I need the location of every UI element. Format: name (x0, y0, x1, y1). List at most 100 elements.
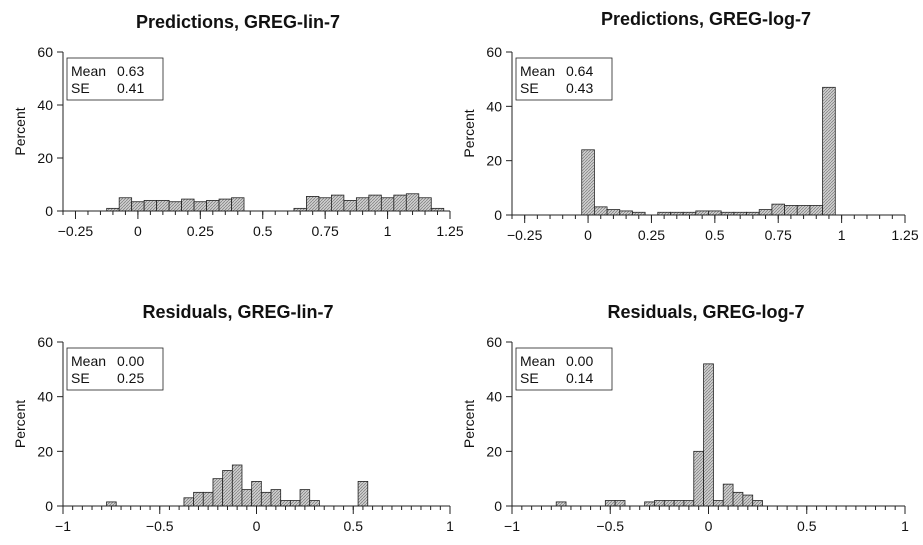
stats-box (66, 347, 164, 391)
chart-title: Predictions, GREG-log-7 (601, 9, 811, 29)
mean-label: Mean (71, 353, 106, 369)
histogram-bar (131, 201, 145, 212)
se-label: SE (71, 370, 90, 386)
histogram-bar (796, 205, 811, 216)
histogram-bar (555, 501, 567, 507)
histogram-bar (604, 500, 616, 507)
histogram-bar (418, 197, 432, 212)
histogram-bar (357, 480, 369, 507)
histogram-bar (181, 198, 195, 212)
histogram-bar (218, 198, 232, 212)
y-axis-label: Percent (12, 400, 28, 448)
histogram-bar (156, 199, 170, 212)
histogram-bar (309, 500, 320, 507)
mean-value: 0.64 (566, 63, 593, 79)
x-tick-label: 0.5 (344, 518, 364, 534)
histogram-bar (143, 199, 158, 212)
histogram-bar (693, 450, 704, 507)
histogram-bar (202, 491, 214, 507)
mean-value: 0.63 (117, 63, 144, 79)
x-tick-label: 0.5 (705, 227, 725, 243)
x-tick-label: 1.25 (436, 223, 463, 239)
histogram-bar (355, 197, 370, 212)
histogram-bar (299, 489, 311, 507)
histogram-bar (118, 197, 133, 212)
histogram-bar (663, 500, 675, 507)
x-tick-label: 1 (838, 227, 846, 243)
histogram-bar (251, 480, 262, 507)
x-tick-label: −1 (504, 518, 520, 534)
mean-value: 0.00 (117, 353, 144, 369)
x-tick-label: 0 (134, 223, 142, 239)
y-axis-label: Percent (461, 109, 477, 157)
y-tick-label: 60 (486, 334, 502, 350)
histogram-panel-1: Predictions, GREG-lin-7 Percent 0 20 40 60 −0.… (12, 12, 464, 239)
histogram-bar (758, 209, 773, 216)
histogram-bar (606, 209, 621, 216)
histogram-panel-3: Residuals, GREG-lin-7 Percent 0 20 40 60 −1 −0.… (12, 302, 454, 534)
histogram-bar (809, 205, 823, 216)
y-tick-label: 0 (45, 203, 53, 219)
y-tick-label: 60 (486, 44, 502, 60)
x-tick-label: 1 (384, 223, 392, 239)
y-tick-label: 0 (45, 498, 53, 514)
histogram-bar (619, 210, 633, 216)
histogram-bar (241, 489, 253, 507)
y-tick-label: 20 (486, 153, 502, 169)
histogram-bar (343, 199, 357, 212)
se-label: SE (520, 80, 539, 96)
mean-value: 0.00 (566, 353, 593, 369)
histogram-bar (231, 197, 245, 212)
x-tick-label: 0.75 (312, 223, 339, 239)
histogram-bar (212, 478, 224, 507)
histogram-bar (752, 500, 763, 507)
x-tick-label: 0.75 (765, 227, 792, 243)
x-tick-label: 1 (901, 518, 909, 534)
y-axis-label: Percent (12, 107, 28, 155)
chart-title: Residuals, GREG-lin-7 (142, 302, 333, 322)
se-value: 0.25 (117, 370, 144, 386)
y-tick-label: 60 (37, 44, 53, 60)
se-value: 0.43 (566, 80, 593, 96)
histogram-bar (703, 363, 714, 507)
histogram-bar (289, 500, 301, 507)
histogram-bar (822, 86, 836, 216)
histogram-bar (106, 501, 117, 507)
y-tick-label: 40 (37, 97, 53, 113)
x-tick-label: −0.25 (507, 227, 543, 243)
histogram-bar (594, 206, 608, 216)
y-axis-label: Percent (461, 400, 477, 448)
histogram-bar (318, 197, 332, 212)
y-tick-label: 0 (494, 498, 502, 514)
histogram-bar (695, 210, 709, 216)
x-tick-label: 0 (584, 227, 592, 243)
x-tick-label: −0.5 (596, 518, 624, 534)
y-tick-label: 20 (486, 443, 502, 459)
x-tick-label: −0.25 (58, 223, 94, 239)
histogram-bar (331, 194, 345, 212)
x-tick-label: 1.25 (891, 227, 918, 243)
histogram-bar (380, 197, 395, 212)
y-tick-label: 40 (486, 98, 502, 114)
x-tick-label: 0.5 (797, 518, 817, 534)
histogram-panel-2: Predictions, GREG-log-7 Percent 0 20 40 60 −0.… (461, 9, 919, 243)
y-tick-label: 60 (37, 334, 53, 350)
y-tick-label: 0 (494, 207, 502, 223)
y-tick-label: 40 (37, 389, 53, 405)
histogram-bar (183, 497, 195, 507)
se-label: SE (71, 80, 90, 96)
x-tick-label: −1 (55, 518, 71, 534)
mean-label: Mean (71, 63, 106, 79)
se-value: 0.41 (117, 80, 144, 96)
histogram-bar (742, 494, 754, 507)
histogram-bar (683, 500, 695, 507)
histogram-bar (673, 500, 685, 507)
x-tick-label: 0.25 (187, 223, 214, 239)
stats-box (66, 57, 164, 101)
histogram-bar (168, 201, 182, 212)
histogram-panel-4: Residuals, GREG-log-7 Percent 0 20 40 60 −1 −0.… (461, 302, 909, 534)
histogram-bar (644, 501, 655, 507)
y-tick-label: 20 (37, 443, 53, 459)
x-tick-label: 1 (446, 518, 454, 534)
